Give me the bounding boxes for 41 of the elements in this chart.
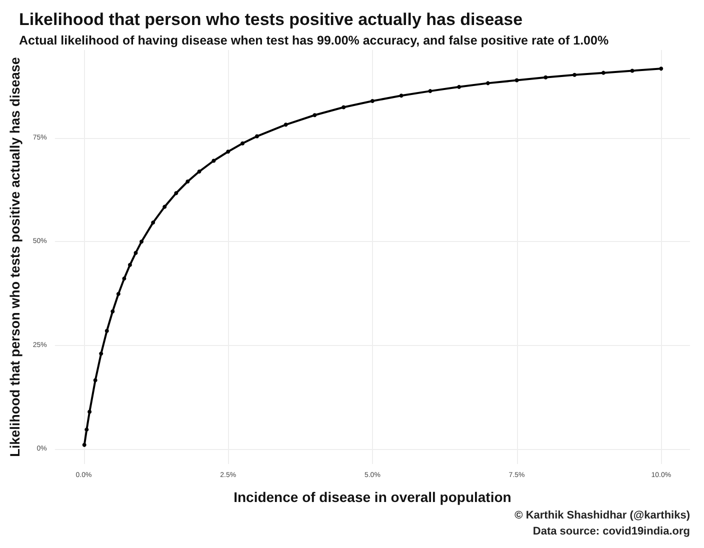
point bbox=[514, 78, 519, 82]
point bbox=[134, 250, 138, 255]
point bbox=[104, 328, 109, 333]
point bbox=[140, 240, 144, 244]
source-note: Data source: covid19india.org bbox=[532, 526, 690, 538]
point bbox=[457, 84, 462, 89]
point bbox=[151, 220, 156, 225]
chart-subtitle: Actual likelihood of having disease when test has 99.00% accuracy, and false positive rate of 1.00% bbox=[19, 34, 609, 48]
y-axis-title: Likelihood that person who tests positive actually has disease bbox=[8, 56, 22, 457]
point bbox=[82, 442, 86, 447]
point bbox=[370, 99, 374, 104]
point bbox=[93, 378, 98, 382]
point bbox=[174, 191, 178, 196]
point bbox=[212, 158, 216, 163]
point bbox=[84, 428, 89, 432]
point bbox=[162, 204, 167, 209]
point bbox=[254, 134, 259, 138]
x-axis-title: Incidence of disease in overall population bbox=[234, 489, 512, 505]
point bbox=[116, 292, 120, 296]
point bbox=[544, 75, 548, 80]
point bbox=[312, 113, 317, 118]
point bbox=[186, 180, 190, 184]
point bbox=[630, 68, 634, 73]
point bbox=[659, 66, 664, 71]
point bbox=[601, 70, 606, 75]
point bbox=[572, 72, 577, 77]
point bbox=[428, 89, 432, 94]
point bbox=[284, 122, 288, 127]
point bbox=[128, 262, 132, 267]
point bbox=[399, 94, 404, 98]
point bbox=[240, 141, 245, 146]
text: © Karthik Shashidhar (@karthiks) bbox=[514, 510, 690, 522]
point bbox=[110, 309, 115, 314]
chart-title: Likelihood that person who tests positive actually has disease bbox=[19, 10, 523, 29]
point bbox=[197, 170, 202, 174]
point bbox=[99, 352, 104, 356]
point bbox=[486, 81, 490, 86]
point bbox=[342, 105, 346, 110]
point bbox=[122, 276, 126, 281]
point bbox=[226, 150, 230, 154]
point bbox=[88, 410, 92, 414]
